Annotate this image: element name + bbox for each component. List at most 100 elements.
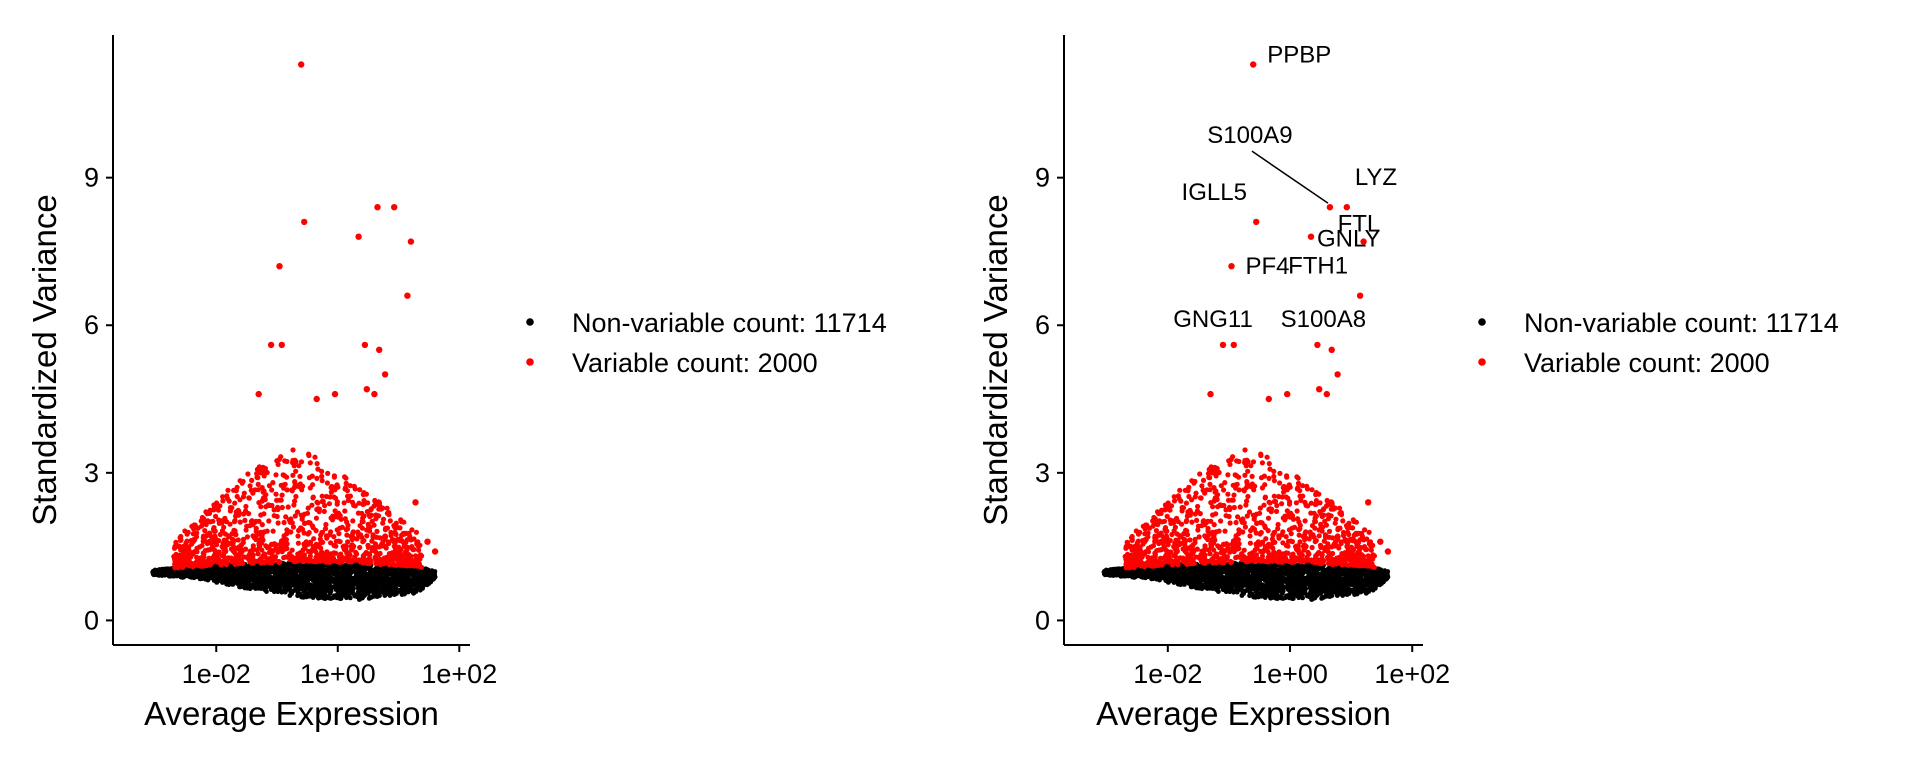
non-variable-point [414, 569, 420, 575]
non-variable-point [224, 581, 230, 587]
non-variable-point [427, 575, 433, 581]
variable-point [367, 524, 373, 530]
variable-point [303, 541, 309, 547]
non-variable-point [373, 573, 378, 578]
variable-point [351, 483, 357, 489]
non-variable-point [200, 574, 206, 579]
variable-point [213, 513, 219, 520]
variable-point [239, 560, 245, 566]
variable-point [297, 473, 303, 479]
variable-point [357, 544, 363, 551]
variable-point [175, 565, 181, 571]
non-variable-point [205, 573, 211, 578]
variable-point [360, 539, 366, 545]
variable-point [278, 341, 285, 349]
variable-point [178, 533, 184, 540]
non-variable-point [276, 586, 282, 591]
variable-point [191, 537, 197, 543]
non-variable-point [316, 582, 322, 587]
variable-point [349, 544, 355, 550]
variable-point [327, 532, 333, 538]
variable-point [335, 514, 341, 520]
variable-point [222, 531, 228, 537]
non-variable-point [214, 574, 220, 580]
variable-point [404, 292, 411, 299]
variable-point [280, 538, 286, 544]
non-variable-point [317, 565, 323, 571]
variable-point [345, 497, 351, 503]
variable-point [391, 523, 397, 529]
variable-point [372, 541, 378, 547]
variable-point [194, 549, 200, 555]
non-variable-point [402, 575, 408, 581]
variable-point [253, 532, 260, 539]
variable-point [243, 508, 249, 514]
variable-point [382, 560, 388, 566]
variable-point [431, 548, 439, 555]
non-variable-point [289, 578, 295, 584]
variable-point [334, 499, 340, 505]
variable-point [319, 473, 325, 479]
y-tick-label: 9 [84, 163, 99, 193]
variable-point [358, 532, 364, 538]
variable-point [364, 509, 370, 515]
variable-point [279, 504, 285, 511]
variable-point [250, 552, 256, 559]
variable-point [228, 546, 234, 552]
variable-point [344, 555, 350, 561]
variable-point [366, 551, 372, 557]
variable-point [250, 522, 256, 528]
variable-point [313, 395, 320, 403]
variable-point [360, 519, 366, 525]
variable-point [225, 487, 231, 493]
variable-point [359, 525, 365, 531]
variable-point [296, 463, 302, 469]
non-variable-point [336, 575, 342, 581]
variable-point [258, 512, 264, 518]
variable-point [376, 513, 382, 519]
variable-point [314, 552, 320, 559]
variable-point [367, 528, 373, 534]
y-axis-label: Standardized Variance [26, 194, 63, 525]
non-variable-point [265, 578, 270, 584]
variable-point [262, 554, 268, 560]
variable-point [382, 533, 388, 539]
non-variable-point [205, 577, 211, 583]
variable-point [269, 541, 275, 548]
non-variable-point [389, 580, 395, 585]
non-variable-point [404, 589, 410, 595]
non-variable-point [246, 566, 252, 572]
variable-point [401, 530, 407, 537]
non-variable-point [335, 566, 341, 572]
non-variable-point [297, 591, 303, 597]
variable-point [277, 497, 283, 503]
non-variable-point [372, 587, 377, 592]
variable-point [331, 514, 337, 520]
variable-point [249, 518, 255, 524]
variable-point [332, 508, 338, 514]
non-variable-point [413, 578, 418, 583]
variable-point [214, 542, 220, 548]
variable-point [193, 531, 199, 537]
variable-point [333, 550, 339, 556]
variable-point [305, 505, 311, 511]
variable-point [376, 346, 383, 353]
non-variable-point [307, 566, 313, 572]
variable-point [221, 550, 227, 556]
variable-point [253, 536, 259, 543]
non-variable-point [328, 566, 333, 571]
variable-point [424, 538, 431, 545]
variable-point [173, 539, 179, 546]
variable-point [390, 551, 396, 557]
non-variable-point [397, 588, 403, 594]
variable-point [313, 515, 319, 521]
variable-point [264, 469, 270, 476]
non-variable-point [222, 567, 228, 573]
variable-point [199, 514, 205, 521]
variable-point [211, 528, 217, 535]
variable-point [237, 478, 243, 484]
non-variable-point [203, 567, 209, 573]
variable-point [411, 560, 417, 566]
variable-point [416, 547, 422, 553]
